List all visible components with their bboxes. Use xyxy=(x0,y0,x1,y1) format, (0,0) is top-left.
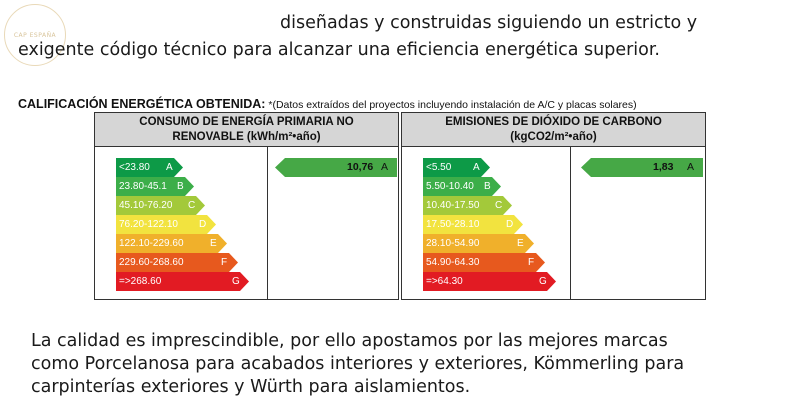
co2-emissions-header: EMISIONES DE DIÓXIDO DE CARBONO (kgCO2/m… xyxy=(402,113,705,147)
energy-consumption-panel: CONSUMO DE ENERGÍA PRIMARIA NO RENOVABLE… xyxy=(94,112,399,300)
rating-letter: E xyxy=(210,238,217,249)
rating-letter: G xyxy=(232,276,240,287)
rating-value: 1,83 xyxy=(653,161,674,173)
rating-range: 229.60-268.60 xyxy=(119,257,184,268)
rating-range: 5.50-10.40 xyxy=(426,181,474,192)
rating-letter: D xyxy=(199,219,207,230)
rating-letter: B xyxy=(484,181,491,192)
intro-paragraph: diseñadas y construidas siguiendo un est… xyxy=(18,10,738,64)
rating-letter: A xyxy=(473,162,480,173)
rating-bar-b: 23.80-45.1 B xyxy=(116,177,194,196)
rating-letter: G xyxy=(539,276,547,287)
rating-bar-c: 10.40-17.50 C xyxy=(423,196,512,215)
rating-bar-c: 45.10-76.20 C xyxy=(116,196,205,215)
rating-result-letter: A xyxy=(687,161,695,173)
rating-range: <5.50 xyxy=(426,162,452,173)
rating-bar-a: <23.80 A xyxy=(116,158,183,177)
closing-line-1: La calidad es imprescindible, por ello a… xyxy=(31,331,668,351)
logo-text: CAP ESPAÑA xyxy=(13,32,57,39)
rating-range: 17.50-28.10 xyxy=(426,219,480,230)
rating-letter: E xyxy=(517,238,524,249)
rating-bar-f: 54.90-64.30 F xyxy=(423,253,545,272)
column-divider xyxy=(570,147,571,299)
rating-letter: D xyxy=(506,219,514,230)
rating-range: =>64.30 xyxy=(426,276,463,287)
rating-letter: B xyxy=(177,181,184,192)
energy-consumption-result: 10,76 A xyxy=(275,158,397,177)
closing-paragraph: La calidad es imprescindible, por ello a… xyxy=(31,330,771,399)
energy-rating-note: *(Datos extraídos del proyectos incluyen… xyxy=(265,99,637,111)
rating-letter: A xyxy=(166,162,173,173)
energy-rating-title: CALIFICACIÓN ENERGÉTICA OBTENIDA: xyxy=(18,97,266,111)
rating-range: =>268.60 xyxy=(119,276,162,287)
rating-letter: F xyxy=(221,257,228,268)
rating-result-letter: A xyxy=(381,161,389,173)
rating-bar-a: <5.50 A xyxy=(423,158,490,177)
rating-value: 10,76 xyxy=(347,161,374,173)
energy-consumption-header-line1: CONSUMO DE ENERGÍA PRIMARIA NO xyxy=(139,116,354,128)
intro-line-2: exigente código técnico para alcanzar un… xyxy=(18,40,660,60)
co2-emissions-scale: <5.50 A 5.50-10.40 B 10.40-17.50 C 17.50-28.10… xyxy=(423,158,556,291)
rating-bar-f: 229.60-268.60 F xyxy=(116,253,238,272)
column-divider xyxy=(267,147,268,299)
closing-line-3: carpinterías exteriores y Würth para ais… xyxy=(31,377,471,397)
rating-range: 76.20-122.10 xyxy=(119,219,178,230)
rating-range: 45.10-76.20 xyxy=(119,200,173,211)
rating-range: 122.10-229.60 xyxy=(119,238,184,249)
rating-bar-d: 76.20-122.10 D xyxy=(116,215,216,234)
co2-emissions-panel: EMISIONES DE DIÓXIDO DE CARBONO (kgCO2/m… xyxy=(401,112,706,300)
co2-emissions-header-line2: (kgCO2/m²•año) xyxy=(510,131,597,143)
rating-bar-g: =>268.60 G xyxy=(116,272,249,291)
rating-range: <23.80 xyxy=(119,162,150,173)
energy-consumption-header: CONSUMO DE ENERGÍA PRIMARIA NO RENOVABLE… xyxy=(95,113,398,147)
rating-range: 54.90-64.30 xyxy=(426,257,480,268)
rating-bar-d: 17.50-28.10 D xyxy=(423,215,523,234)
rating-bar-b: 5.50-10.40 B xyxy=(423,177,501,196)
rating-letter: C xyxy=(495,200,503,211)
rating-bar-e: 28.10-54.90 E xyxy=(423,234,534,253)
energy-consumption-header-line2: RENOVABLE (kWh/m²•año) xyxy=(172,131,321,143)
company-logo: CAP ESPAÑA xyxy=(4,4,66,66)
rating-bar-e: 122.10-229.60 E xyxy=(116,234,227,253)
co2-emissions-header-line1: EMISIONES DE DIÓXIDO DE CARBONO xyxy=(445,116,662,128)
closing-line-2: como Porcelanosa para acabados interiore… xyxy=(31,354,685,374)
intro-line-1: diseñadas y construidas siguiendo un est… xyxy=(280,13,698,33)
rating-range: 10.40-17.50 xyxy=(426,200,480,211)
rating-bar-g: =>64.30 G xyxy=(423,272,556,291)
energy-rating-heading: CALIFICACIÓN ENERGÉTICA OBTENIDA: *(Dato… xyxy=(18,95,637,113)
rating-range: 28.10-54.90 xyxy=(426,238,480,249)
rating-letter: C xyxy=(188,200,196,211)
energy-consumption-scale: <23.80 A 23.80-45.1 B 45.10-76.20 C 76.20-122.… xyxy=(116,158,249,291)
rating-letter: F xyxy=(528,257,535,268)
co2-emissions-result: 1,83 A xyxy=(581,158,703,177)
rating-range: 23.80-45.1 xyxy=(119,181,167,192)
